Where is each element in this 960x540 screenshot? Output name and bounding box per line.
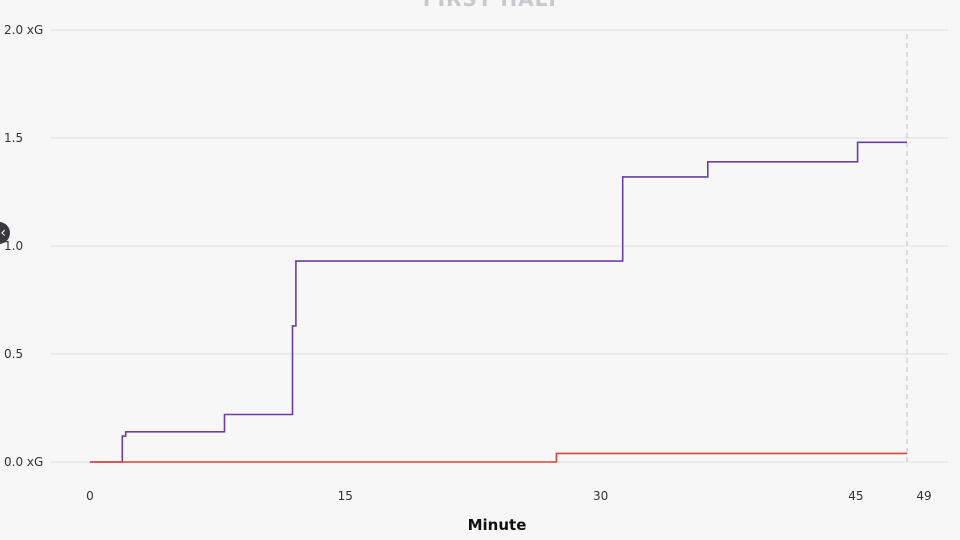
y-tick-label: 1.5 [4,131,23,145]
y-tick-label: 0.5 [4,347,23,361]
series-lines [90,141,907,463]
x-tick-label: 0 [86,489,94,503]
y-tick-label: 1.0 [4,239,23,253]
y-tick-label: 0.0 xG [4,455,43,469]
x-axis-title: Minute [468,516,527,534]
series-line-1 [90,452,907,463]
y-tick-label: 2.0 xG [4,23,43,37]
chart-title: FIRST HALF [423,0,563,11]
y-axis-ticks: 0.0 xG 0.5 1.0 1.5 2.0 xG [4,23,43,469]
chevron-left-icon[interactable]: ‹ [0,222,10,244]
x-tick-label: 45 [848,489,863,503]
gridlines [50,29,948,463]
x-tick-label: 49 [916,489,931,503]
x-tick-label: 30 [593,489,608,503]
x-axis-ticks: 0 15 30 45 49 [86,489,931,503]
x-tick-label: 15 [338,489,353,503]
series-line-0 [90,141,907,463]
